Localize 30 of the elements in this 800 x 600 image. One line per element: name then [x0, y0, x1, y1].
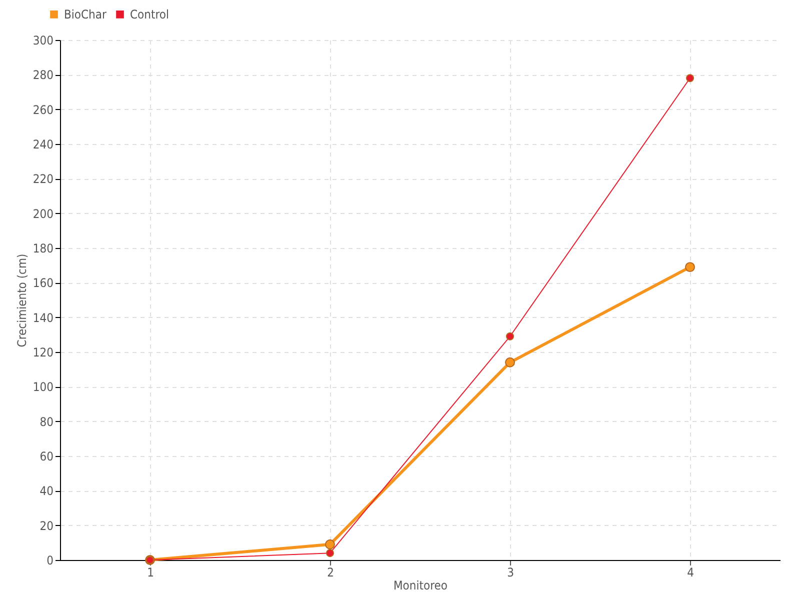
y-tick-label: 260 [32, 102, 54, 117]
y-tick-label: 280 [32, 68, 54, 82]
y-axis-title: Crecimiento (cm) [14, 254, 29, 348]
y-tick-label: 80 [40, 414, 54, 429]
point [326, 549, 334, 558]
y-tick-label: 60 [40, 450, 54, 464]
legend-label: Control [130, 7, 169, 22]
legend-label: BioChar [64, 7, 108, 22]
y-tick-label: 20 [40, 518, 54, 533]
y-tick-label: 120 [32, 346, 54, 360]
x-tick-label: 1 [147, 566, 154, 580]
point [505, 357, 515, 368]
point [325, 539, 335, 550]
y-tick-label: 40 [40, 484, 54, 498]
x-axis-title: Monitoreo [393, 578, 448, 592]
x-tick-label: 2 [327, 566, 334, 580]
y-tick-label: 0 [46, 554, 54, 568]
y-tick-label: 160 [32, 276, 54, 290]
y-tick-label: 100 [32, 380, 54, 394]
x-tick-label: 3 [507, 566, 514, 580]
point [686, 74, 694, 82]
y-tick-label: 220 [32, 172, 54, 186]
y-tick-label: 200 [32, 206, 54, 221]
y-tick-label: 140 [32, 310, 54, 325]
x-tick-label: 4 [687, 566, 694, 580]
y-tick-label: 180 [32, 242, 54, 256]
y-tick-label: 300 [32, 34, 54, 48]
point [685, 262, 695, 272]
y-tick-label: 240 [32, 138, 54, 152]
point [506, 332, 514, 340]
